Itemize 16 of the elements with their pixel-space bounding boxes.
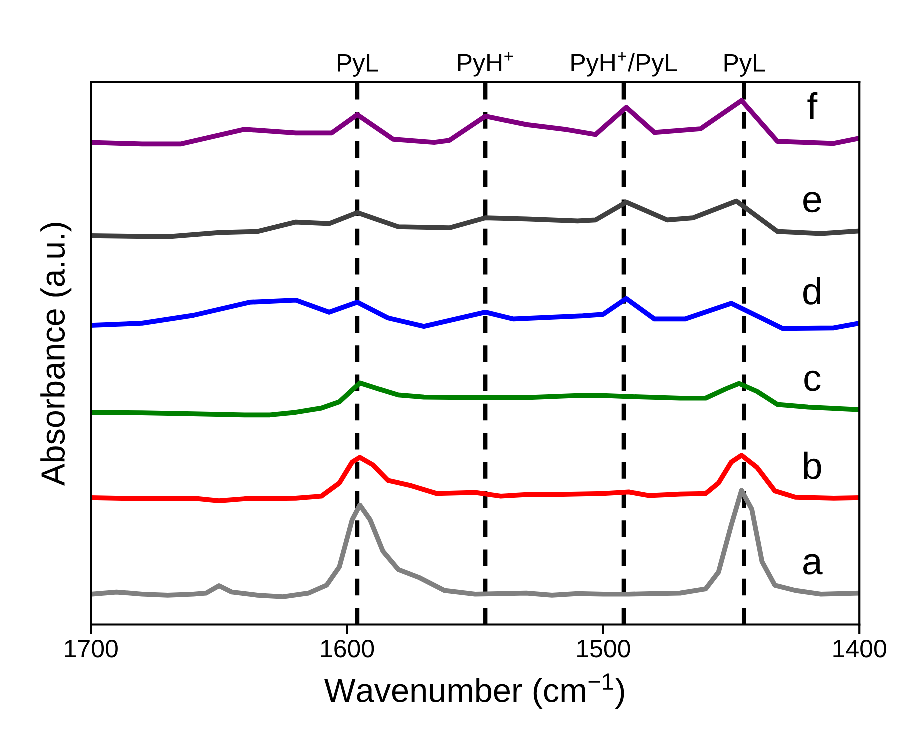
ref-line-label: PyL	[724, 54, 766, 77]
series-label: a	[804, 554, 823, 575]
ref-line-label: PyH$^{+}$/PyL	[572, 52, 678, 77]
y-axis-title: Absorbance (a.u.)	[40, 223, 72, 486]
series-label: b	[804, 452, 822, 480]
x-tick-label: 1700	[65, 640, 118, 658]
series-label: c	[804, 370, 821, 392]
ref-line-label: PyL	[338, 54, 378, 77]
x-tick-label: 1600	[321, 640, 374, 658]
ref-line-label: PyH$^{+}$	[458, 52, 514, 77]
x-tick-label: 1400	[834, 640, 886, 658]
series-label: e	[804, 192, 822, 213]
x-tick-label: 1500	[578, 640, 630, 658]
x-axis-title: Wavenumber (cm$^{−1}$)	[324, 674, 624, 710]
series-label: d	[804, 277, 820, 305]
series-label: f	[808, 92, 818, 120]
